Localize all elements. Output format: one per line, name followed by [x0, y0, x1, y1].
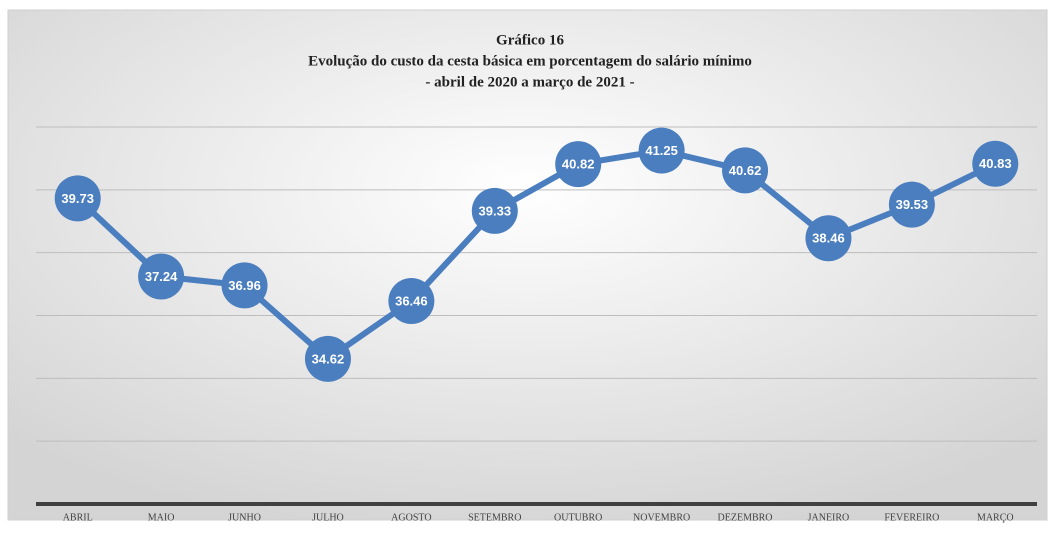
data-label: 40.82 — [562, 157, 595, 172]
data-label: 39.53 — [896, 197, 929, 212]
x-tick-label: JANEIRO — [808, 512, 850, 523]
data-label: 41.25 — [645, 143, 678, 158]
chart-subtitle: - abril de 2020 a março de 2021 - — [425, 74, 634, 90]
chart-title: Gráfico 16 — [496, 32, 564, 48]
data-label: 40.83 — [979, 156, 1012, 171]
x-tick-label: AGOSTO — [391, 512, 431, 523]
data-label: 39.33 — [479, 203, 512, 218]
x-tick-label: MARÇO — [977, 512, 1014, 523]
x-tick-label: FEVEREIRO — [884, 512, 939, 523]
marker — [638, 127, 685, 174]
x-tick-label: JUNHO — [228, 512, 261, 523]
data-label: 37.24 — [145, 269, 178, 284]
chart-frame — [7, 9, 1048, 521]
marker — [805, 215, 852, 262]
x-tick-label: SETEMBRO — [468, 512, 521, 523]
data-label: 40.62 — [729, 163, 762, 178]
data-label: 38.46 — [812, 231, 845, 246]
marker — [972, 140, 1019, 187]
marker — [555, 141, 602, 188]
x-tick-label: OUTUBRO — [554, 512, 602, 523]
marker — [221, 262, 268, 309]
marker — [388, 278, 435, 325]
x-tick-label: NOVEMBRO — [633, 512, 690, 523]
x-tick-label: JULHO — [312, 512, 344, 523]
marker — [138, 253, 185, 300]
x-tick-label: ABRIL — [63, 512, 93, 523]
data-label: 36.46 — [395, 293, 428, 308]
marker — [304, 335, 351, 382]
data-label: 39.73 — [61, 191, 94, 206]
data-label: 36.96 — [228, 278, 261, 293]
marker — [722, 147, 769, 194]
marker — [471, 187, 518, 234]
marker — [54, 175, 101, 222]
chart-subtitle: Evolução do custo da cesta básica em por… — [308, 53, 752, 69]
x-tick-label: DEZEMBRO — [718, 512, 773, 523]
x-tick-label: MAIO — [148, 512, 175, 523]
data-label: 34.62 — [312, 351, 345, 366]
marker — [888, 181, 935, 228]
